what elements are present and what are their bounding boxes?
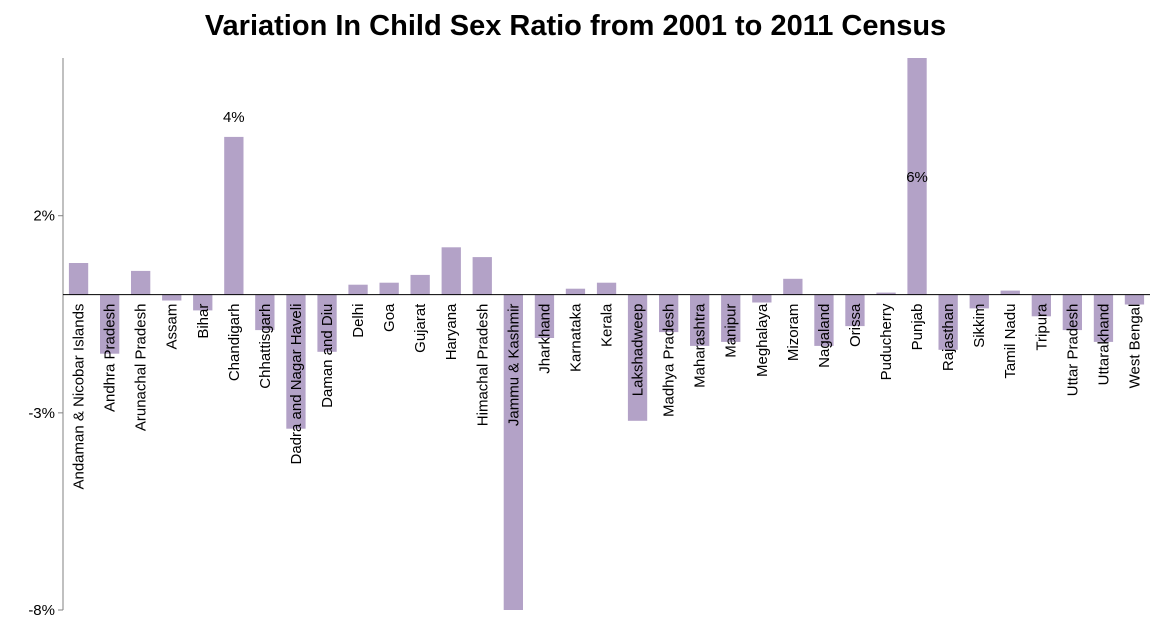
bar-haryana xyxy=(441,247,461,295)
category-label: Assam xyxy=(164,304,181,350)
bar-tripura xyxy=(1031,294,1051,317)
category-label: Karnataka xyxy=(567,303,584,372)
axes-group: 2% -3% -8% xyxy=(28,58,1150,617)
category-label: Lakshadweep xyxy=(630,304,647,397)
category-label: Tamil Nadu xyxy=(1002,304,1019,379)
category-label: Uttar Pradesh xyxy=(1064,304,1081,397)
bar-chhattisgarh xyxy=(255,294,275,331)
bar-goa xyxy=(379,282,399,295)
bar-west-bengal xyxy=(1124,294,1145,305)
y-tick-label: 2% xyxy=(33,208,55,225)
bar-punjab xyxy=(907,58,927,295)
category-label: Chhattisgarh xyxy=(257,304,274,389)
category-label: Delhi xyxy=(350,304,367,338)
bar-mizoram xyxy=(783,278,803,295)
category-label: Meghalaya xyxy=(754,303,771,377)
category-label: Bihar xyxy=(195,304,212,339)
bar-nagaland xyxy=(814,294,834,346)
category-label: Goa xyxy=(381,303,398,332)
bar-daman-and-diu xyxy=(317,294,337,352)
bar-tamil-nadu xyxy=(1000,290,1020,295)
category-label: Manipur xyxy=(723,304,740,358)
bar-jharkhand xyxy=(534,294,555,338)
bar-chandigarh xyxy=(224,136,244,295)
bar-orissa xyxy=(845,294,865,327)
bar-delhi xyxy=(348,284,368,295)
label-group: Andaman & Nicobar Islands Andhra Pradesh A… xyxy=(70,109,1143,490)
category-label: Maharashtra xyxy=(692,303,709,388)
bar-karnataka xyxy=(565,288,586,295)
bar-manipur xyxy=(721,294,741,342)
bar-assam xyxy=(162,294,182,301)
category-label: Sikkim xyxy=(971,304,988,348)
category-label: Punjab xyxy=(909,304,926,351)
category-label: Chandigarh xyxy=(226,304,243,382)
category-label: Andhra Pradesh xyxy=(102,304,119,412)
bar-group xyxy=(68,58,1145,610)
category-label: Himachal Pradesh xyxy=(474,304,491,427)
bar-andaman-nicobar-islands xyxy=(68,263,89,295)
bar-maharashtra xyxy=(690,294,710,346)
bar-lakshadweep xyxy=(627,294,648,421)
category-label: Kerala xyxy=(598,303,615,347)
bar-gujarat xyxy=(410,274,430,295)
y-tick-label: -3% xyxy=(28,405,55,422)
category-label: Rajasthan xyxy=(940,304,957,372)
category-label: Daman and Diu xyxy=(319,304,336,408)
category-label: Gujarat xyxy=(412,303,429,353)
bar-jammu-kashmir xyxy=(503,294,523,610)
category-label: Puducherry xyxy=(878,303,895,380)
bar-puducherry xyxy=(876,292,896,295)
bar-meghalaya xyxy=(752,294,772,303)
category-label: Uttarakhand xyxy=(1095,304,1112,386)
category-label: West Bengal xyxy=(1126,304,1143,389)
category-label: Jharkhand xyxy=(536,304,553,374)
category-label: Dadra and Nagar Haveli xyxy=(288,304,305,465)
category-label: Tripura xyxy=(1033,303,1050,351)
category-label: Orissa xyxy=(847,303,864,347)
category-label: Mizoram xyxy=(785,304,802,362)
data-label: 4% xyxy=(223,109,245,126)
bar-bihar xyxy=(193,294,213,311)
category-label: Jammu & Kashmir xyxy=(505,304,522,427)
bar-dadra-and-nagar-haveli xyxy=(286,294,306,429)
bar-kerala xyxy=(596,282,617,295)
bar-arunachal-pradesh xyxy=(131,270,151,295)
bar-madhya-pradesh xyxy=(659,294,679,333)
bar-sikkim xyxy=(969,294,989,309)
category-label: Haryana xyxy=(443,303,460,360)
y-tick-label: -8% xyxy=(28,602,55,617)
bar-uttar-pradesh xyxy=(1062,294,1082,331)
bar-andhra-pradesh xyxy=(100,294,120,354)
category-label: Madhya Pradesh xyxy=(661,304,678,417)
data-label: 6% xyxy=(906,169,928,186)
category-label: Arunachal Pradesh xyxy=(133,304,150,432)
category-label: Nagaland xyxy=(816,304,833,368)
bar-himachal-pradesh xyxy=(472,257,492,295)
bar-uttarakhand xyxy=(1093,294,1114,342)
chart-title: Variation In Child Sex Ratio from 2001 t… xyxy=(204,10,947,42)
bar-rajasthan xyxy=(938,294,958,350)
category-label: Andaman & Nicobar Islands xyxy=(70,304,87,490)
